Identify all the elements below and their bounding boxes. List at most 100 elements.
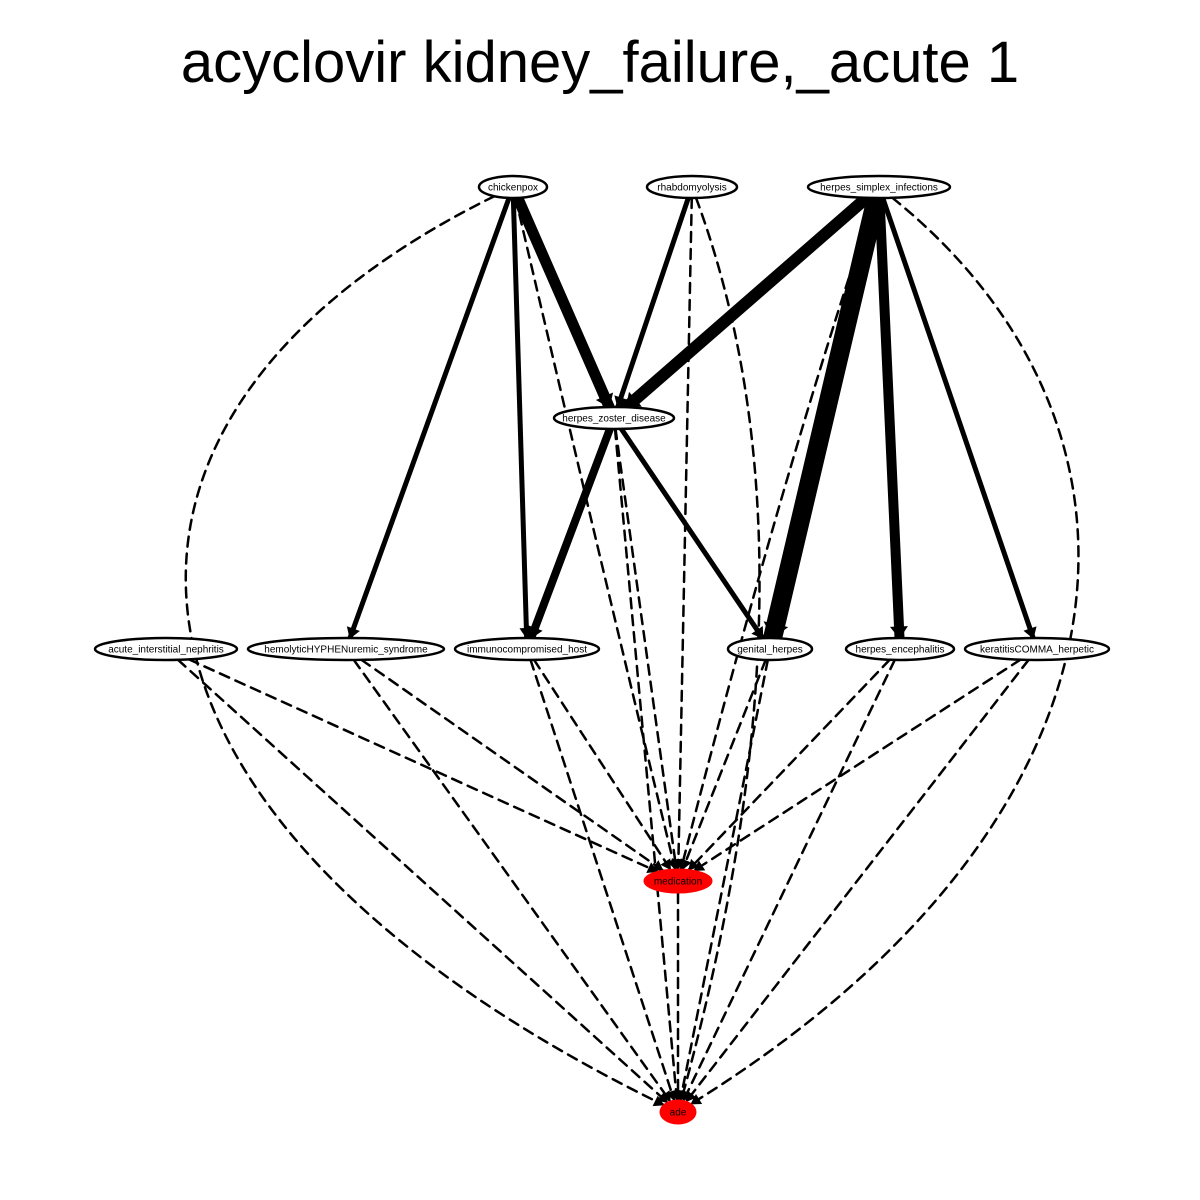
node-immunocompromised_host: immunocompromised_host (453, 636, 601, 662)
node-ellipse (477, 174, 549, 200)
node-ellipse (643, 868, 713, 894)
node-label: acute_interstitial_nephritis (108, 645, 224, 656)
edge-arrowhead (680, 858, 692, 871)
node-label: herpes_zoster_disease (562, 414, 666, 425)
edge-keratitisCOMMA_herpetic-to-ade (685, 658, 1030, 1103)
node-label: hemolyticHYPHENuremic_syndrome (264, 645, 428, 656)
edge-line (620, 191, 873, 414)
edge-line (618, 426, 766, 641)
node-ellipse (453, 636, 601, 662)
edge-line (514, 196, 677, 871)
edge-arrowhead (669, 859, 681, 871)
node-chickenpox: chickenpox (477, 174, 549, 200)
edge-line (689, 196, 1080, 1106)
edge-herpes_simplex_infections-to-herpes_encephalitis (874, 193, 908, 643)
edge-keratitisCOMMA_herpetic-to-medication (693, 658, 1022, 872)
node-ellipse (552, 405, 676, 431)
edge-line (874, 193, 905, 643)
edge-genital_herpes-to-medication (680, 658, 767, 871)
node-herpes_simplex_infections: herpes_simplex_infections (806, 174, 952, 200)
edge-arrowhead (693, 860, 706, 872)
edge-medication-to-ade (672, 891, 684, 1102)
edge-arrowhead (527, 624, 543, 639)
edge-line (679, 196, 877, 871)
edge-chickenpox-to-hemolyticHYPHENuremic_syndrome (346, 195, 512, 641)
edge-acute_interstitial_nephritis-to-medication (187, 658, 659, 874)
edge-arrowhead (651, 860, 664, 871)
node-medication: medication (643, 868, 713, 894)
edge-rhabdomyolysis-to-herpes_zoster_disease (614, 195, 691, 410)
edge-hemolyticHYPHENuremic_syndrome-to-medication (360, 658, 664, 872)
edge-layer (176, 188, 1080, 1107)
edge-line (676, 196, 694, 871)
edge-line (527, 424, 614, 643)
edge-line (352, 658, 672, 1103)
edge-arrowhead (672, 1090, 684, 1102)
edge-herpes_simplex_infections-to-genital_herpes (763, 188, 886, 648)
edge-arrowhead (346, 626, 360, 639)
edge-line (693, 658, 1022, 872)
edge-hemolyticHYPHENuremic_syndrome-to-ade (352, 658, 672, 1103)
edge-line (615, 195, 691, 410)
node-ellipse (246, 636, 446, 662)
edge-herpes_simplex_infections-to-ade (689, 196, 1080, 1106)
edge-line (529, 658, 676, 1102)
node-ellipse (645, 174, 739, 200)
node-label: medication (654, 877, 702, 888)
node-label: genital_herpes (737, 645, 803, 656)
node-ellipse (726, 636, 814, 662)
node-hemolyticHYPHENuremic_syndrome: hemolyticHYPHENuremic_syndrome (246, 636, 446, 662)
graph-title: acyclovir kidney_failure,_acute 1 (180, 30, 1020, 95)
node-herpes_zoster_disease: herpes_zoster_disease (552, 405, 676, 431)
node-herpes_encephalitis: herpes_encephalitis (844, 636, 956, 662)
edge-line (880, 195, 1036, 641)
edge-line (613, 427, 679, 1102)
node-label: immunocompromised_host (467, 645, 587, 656)
edge-herpes_zoster_disease-to-genital_herpes (618, 426, 766, 641)
edge-herpes_zoster_disease-to-immunocompromised_host (527, 424, 614, 643)
edge-line (176, 658, 669, 1104)
edge-line (681, 658, 767, 871)
edge-line (510, 195, 530, 641)
node-ellipse (93, 636, 239, 662)
edge-herpes_simplex_infections-to-keratitisCOMMA_herpetic (880, 195, 1037, 641)
edge-immunocompromised_host-to-medication (532, 658, 672, 871)
node-label: keratitisCOMMA_herpetic (980, 645, 1094, 656)
edge-line (680, 196, 761, 1102)
edge-arrowhead (751, 626, 764, 639)
edge-acute_interstitial_nephritis-to-ade (176, 658, 669, 1104)
node-genital_herpes: genital_herpes (726, 636, 814, 662)
edge-arrowhead (660, 858, 671, 871)
edge-arrowhead (690, 1093, 703, 1105)
edge-line (763, 188, 886, 648)
edge-herpes_simplex_infections-to-herpes_zoster_disease (620, 191, 873, 414)
node-ellipse (659, 1099, 697, 1125)
edge-herpes_encephalitis-to-ade (682, 658, 897, 1102)
edge-line (184, 194, 665, 1107)
node-label: herpes_encephalitis (856, 645, 945, 656)
node-label: rhabdomyolysis (657, 183, 726, 194)
edge-line (682, 658, 897, 1102)
edge-arrowhead (890, 626, 908, 639)
edge-arrowhead (595, 392, 614, 408)
edge-line (614, 427, 678, 871)
edge-line (679, 658, 770, 1102)
edge-line (687, 658, 891, 871)
node-ellipse (963, 636, 1111, 662)
node-ellipse (806, 174, 952, 200)
node-rhabdomyolysis: rhabdomyolysis (645, 174, 739, 200)
edge-line (187, 658, 659, 873)
edge-arrowhead (1023, 626, 1037, 639)
edge-line (360, 658, 664, 872)
node-ade: ade (659, 1099, 697, 1125)
node-layer: chickenpox rhabdomyolysis herpes_simplex_i… (93, 174, 1111, 1125)
edge-arrowhead (685, 1090, 697, 1103)
node-ellipse (844, 636, 956, 662)
node-label: herpes_simplex_infections (820, 183, 938, 194)
edge-line (347, 195, 512, 641)
edge-chickenpox-to-herpes_zoster_disease (512, 192, 615, 413)
edge-chickenpox-to-immunocompromised_host (510, 195, 534, 641)
edge-line (532, 658, 672, 871)
edge-herpes_zoster_disease-to-medication (614, 427, 681, 871)
